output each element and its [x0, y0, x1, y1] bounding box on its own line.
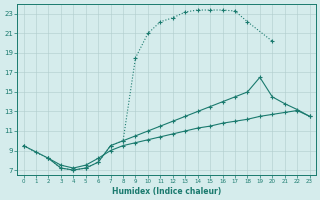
X-axis label: Humidex (Indice chaleur): Humidex (Indice chaleur)	[112, 187, 221, 196]
